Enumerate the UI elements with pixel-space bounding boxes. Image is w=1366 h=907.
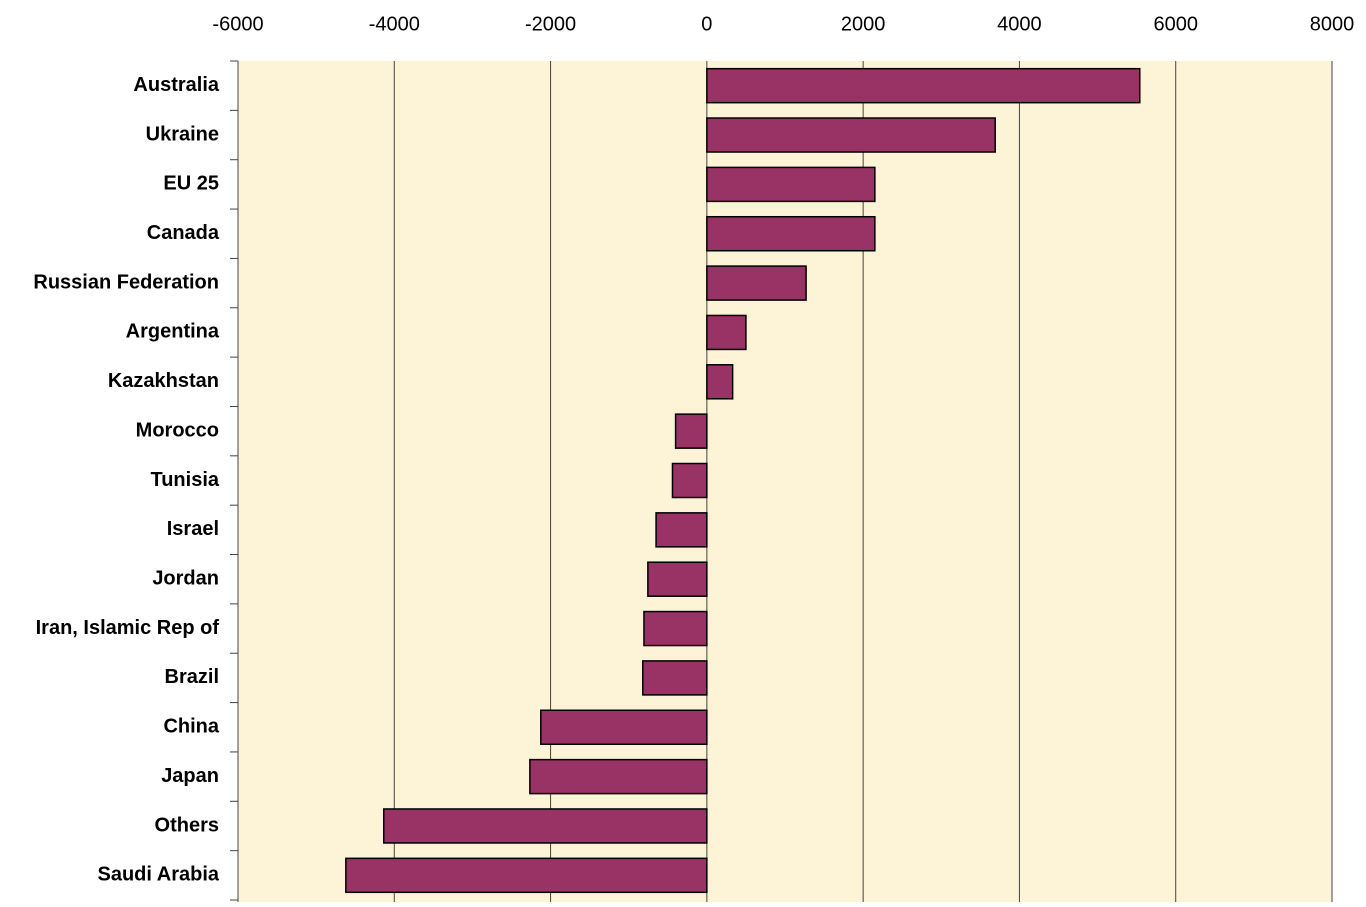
bar (540, 709, 708, 746)
y-tick-label: China (163, 716, 219, 738)
bar (706, 364, 734, 400)
bar (382, 808, 708, 844)
y-tick-label: Others (155, 814, 219, 836)
y-tick-label: Canada (147, 222, 220, 244)
y-tick-label: Morocco (136, 419, 219, 441)
y-tick-label: Saudi Arabia (97, 864, 219, 886)
y-tick-label: Tunisia (150, 469, 219, 491)
x-tick-label: -2000 (525, 13, 576, 35)
bar (706, 265, 807, 301)
bar (706, 314, 747, 351)
bar (706, 117, 996, 153)
y-tick-label: Jordan (152, 567, 219, 589)
y-tick-label: Japan (161, 765, 219, 787)
bar (647, 561, 708, 597)
y-tick-label: Israel (167, 518, 219, 540)
y-tick-label: Kazakhstan (108, 370, 219, 392)
bar (674, 413, 708, 449)
x-tick-label: 0 (701, 13, 712, 35)
y-tick-label: Russian Federation (33, 271, 219, 293)
x-tick-label: 8000 (1310, 13, 1355, 35)
y-tick-label: Australia (133, 74, 219, 96)
bar (706, 67, 1141, 104)
y-tick-label: Brazil (165, 666, 219, 688)
bar (642, 660, 708, 696)
bar (706, 215, 876, 252)
x-tick-label: 4000 (997, 13, 1042, 35)
y-tick-label: Argentina (126, 321, 220, 343)
bar (345, 857, 708, 894)
y-tick-label: EU 25 (163, 173, 219, 195)
x-tick-label: 6000 (1153, 13, 1198, 35)
bar (643, 610, 708, 647)
x-tick-label: -6000 (212, 13, 263, 35)
bar (706, 166, 876, 203)
bar (529, 758, 708, 795)
y-tick-label: Ukraine (146, 123, 219, 145)
x-tick-label: -4000 (369, 13, 420, 35)
y-tick-label: Iran, Islamic Rep of (36, 617, 220, 639)
bar (671, 462, 708, 499)
x-tick-label: 2000 (841, 13, 886, 35)
bar (655, 512, 708, 548)
